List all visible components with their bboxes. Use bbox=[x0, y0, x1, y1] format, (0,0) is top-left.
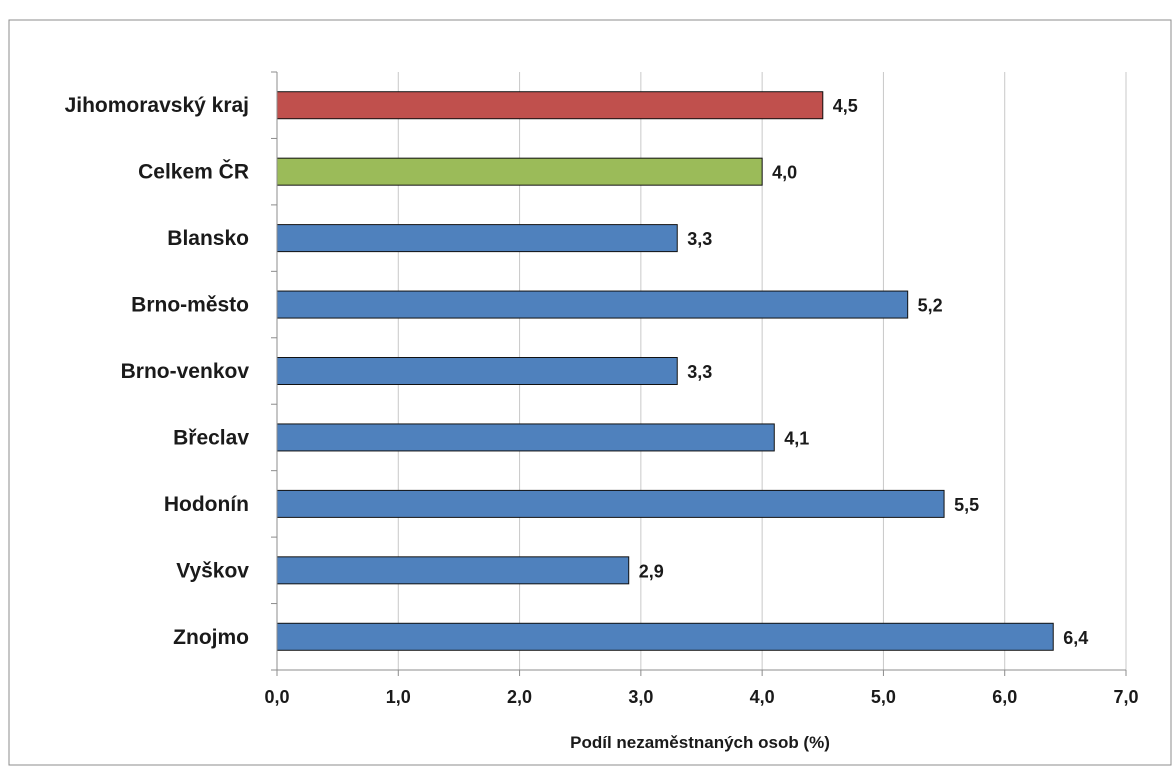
data-label: 2,9 bbox=[639, 561, 664, 581]
data-label: 4,5 bbox=[833, 96, 858, 116]
category-label: Blansko bbox=[167, 227, 249, 250]
category-label: Břeclav bbox=[173, 426, 249, 449]
x-tick-label: 7,0 bbox=[1113, 687, 1138, 707]
x-tick-label: 0,0 bbox=[264, 687, 289, 707]
data-label: 5,5 bbox=[954, 495, 979, 515]
bar bbox=[276, 290, 909, 319]
category-label: Jihomoravský kraj bbox=[65, 94, 249, 117]
x-tick-label: 4,0 bbox=[750, 687, 775, 707]
chart-border bbox=[8, 19, 1172, 766]
x-tick-labels: 0,0 1,0 2,0 3,0 4,0 5,0 6,0 7,0 bbox=[264, 687, 1138, 707]
bar bbox=[276, 157, 763, 186]
category-label: Vyškov bbox=[176, 559, 249, 582]
category-label: Hodonín bbox=[164, 493, 249, 516]
bar bbox=[276, 489, 945, 518]
x-tick-label: 6,0 bbox=[992, 687, 1017, 707]
data-label: 3,3 bbox=[687, 362, 712, 382]
category-label: Brno-venkov bbox=[121, 360, 250, 383]
data-labels: 4,5 4,0 3,3 5,2 3,3 4,1 5,5 2,9 6,4 bbox=[639, 96, 1089, 648]
x-tick-label: 3,0 bbox=[628, 687, 653, 707]
axes bbox=[271, 71, 1127, 676]
bar bbox=[276, 224, 678, 253]
bars bbox=[276, 91, 1054, 651]
bar bbox=[276, 357, 678, 385]
x-tick-label: 5,0 bbox=[871, 687, 896, 707]
category-label: Brno-město bbox=[131, 294, 249, 317]
x-axis-title: Podíl nezaměstnaných osob (%) bbox=[570, 733, 830, 752]
bar bbox=[276, 91, 824, 120]
bar bbox=[276, 423, 775, 452]
data-label: 4,0 bbox=[772, 163, 797, 183]
category-label: Znojmo bbox=[173, 626, 249, 649]
category-labels: Jihomoravský kraj Celkem ČR Blansko Brno-mě… bbox=[65, 94, 250, 649]
data-label: 3,3 bbox=[687, 229, 712, 249]
x-tick-label: 2,0 bbox=[507, 687, 532, 707]
data-label: 4,1 bbox=[784, 428, 809, 448]
data-label: 6,4 bbox=[1063, 628, 1088, 648]
bar bbox=[276, 556, 630, 585]
data-label: 5,2 bbox=[918, 296, 943, 316]
category-label: Celkem ČR bbox=[138, 160, 249, 184]
bar bbox=[276, 622, 1054, 651]
x-tick-label: 1,0 bbox=[386, 687, 411, 707]
